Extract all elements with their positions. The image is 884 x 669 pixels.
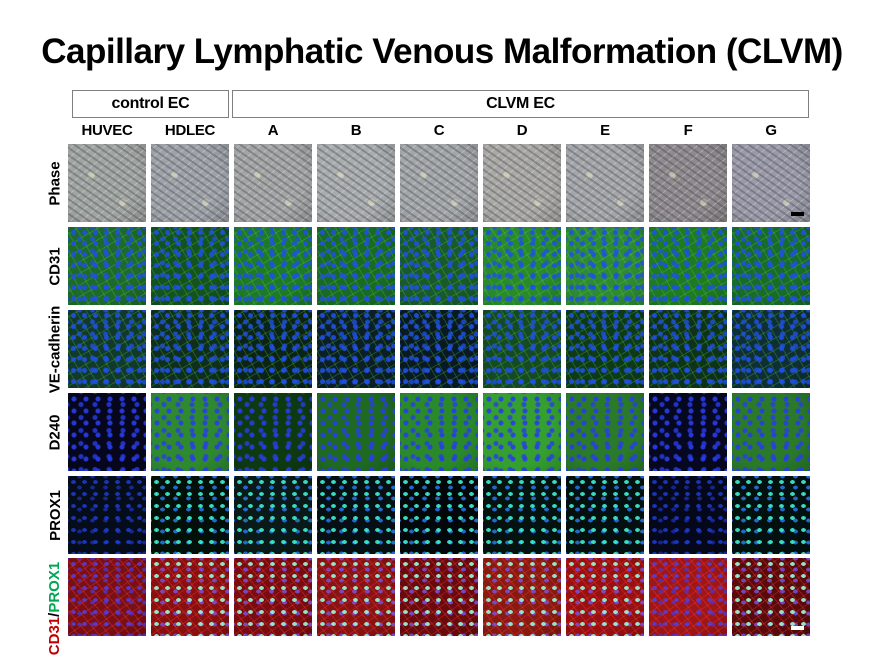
micrograph-vecad-d	[483, 310, 561, 388]
micrograph-merge-huvec	[68, 558, 146, 636]
micrograph-merge-g	[732, 558, 810, 636]
micrograph-d240-c	[400, 393, 478, 471]
micrograph-phase-b	[317, 144, 395, 222]
micrograph-merge-f	[649, 558, 727, 636]
micrograph-cd31-c	[400, 227, 478, 305]
micrograph-merge-d	[483, 558, 561, 636]
column-label-d: D	[516, 122, 528, 139]
micrograph-d240-d	[483, 393, 561, 471]
micrograph-d240-f	[649, 393, 727, 471]
micrograph-vecad-f	[649, 310, 727, 388]
micrograph-prox-e	[566, 476, 644, 554]
micrograph-cd31-g	[732, 227, 810, 305]
micrograph-vecad-c	[400, 310, 478, 388]
micrograph-prox-b	[317, 476, 395, 554]
micrograph-phase-e	[566, 144, 644, 222]
micrograph-phase-a	[234, 144, 312, 222]
micrograph-vecad-b	[317, 310, 395, 388]
micrograph-prox-a	[234, 476, 312, 554]
micrograph-merge-e	[566, 558, 644, 636]
micrograph-merge-c	[400, 558, 478, 636]
micrograph-d240-hdlec	[151, 393, 229, 471]
micrograph-merge-hdlec	[151, 558, 229, 636]
group-box-control-ec: control EC	[72, 90, 229, 118]
row-label-part: CD31	[46, 616, 64, 655]
micrograph-phase-d	[483, 144, 561, 222]
micrograph-phase-g	[732, 144, 810, 222]
micrograph-prox-g	[732, 476, 810, 554]
micrograph-prox-d	[483, 476, 561, 554]
micrograph-prox-huvec	[68, 476, 146, 554]
micrograph-d240-g	[732, 393, 810, 471]
group-box-clvm-ec: CLVM EC	[232, 90, 809, 118]
micrograph-vecad-e	[566, 310, 644, 388]
column-label-c: C	[433, 122, 445, 139]
scale-bar	[791, 212, 804, 216]
micrograph-d240-b	[317, 393, 395, 471]
micrograph-phase-hdlec	[151, 144, 229, 222]
column-label-b: B	[350, 122, 362, 139]
micrograph-d240-e	[566, 393, 644, 471]
micrograph-cd31-hdlec	[151, 227, 229, 305]
column-label-huvec: HUVEC	[81, 122, 133, 139]
micrograph-phase-f	[649, 144, 727, 222]
row-label-part: PROX1	[46, 561, 64, 613]
micrograph-cd31-b	[317, 227, 395, 305]
column-label-hdlec: HDLEC	[164, 122, 216, 139]
row-label-part: /	[46, 612, 64, 617]
column-label-g: G	[765, 122, 777, 139]
micrograph-prox-hdlec	[151, 476, 229, 554]
micrograph-vecad-a	[234, 310, 312, 388]
scale-bar	[791, 626, 804, 630]
micrograph-prox-c	[400, 476, 478, 554]
micrograph-merge-a	[234, 558, 312, 636]
micrograph-cd31-a	[234, 227, 312, 305]
micrograph-phase-c	[400, 144, 478, 222]
column-label-a: A	[267, 122, 279, 139]
micrograph-d240-huvec	[68, 393, 146, 471]
micrograph-vecad-huvec	[68, 310, 146, 388]
column-label-e: E	[600, 122, 610, 139]
micrograph-merge-b	[317, 558, 395, 636]
figure-title: Capillary Lymphatic Venous Malformation …	[41, 32, 843, 71]
micrograph-phase-huvec	[68, 144, 146, 222]
micrograph-cd31-e	[566, 227, 644, 305]
micrograph-d240-a	[234, 393, 312, 471]
micrograph-cd31-huvec	[68, 227, 146, 305]
micrograph-vecad-g	[732, 310, 810, 388]
micrograph-vecad-hdlec	[151, 310, 229, 388]
micrograph-prox-f	[649, 476, 727, 554]
micrograph-cd31-d	[483, 227, 561, 305]
column-label-f: F	[683, 122, 693, 139]
micrograph-cd31-f	[649, 227, 727, 305]
